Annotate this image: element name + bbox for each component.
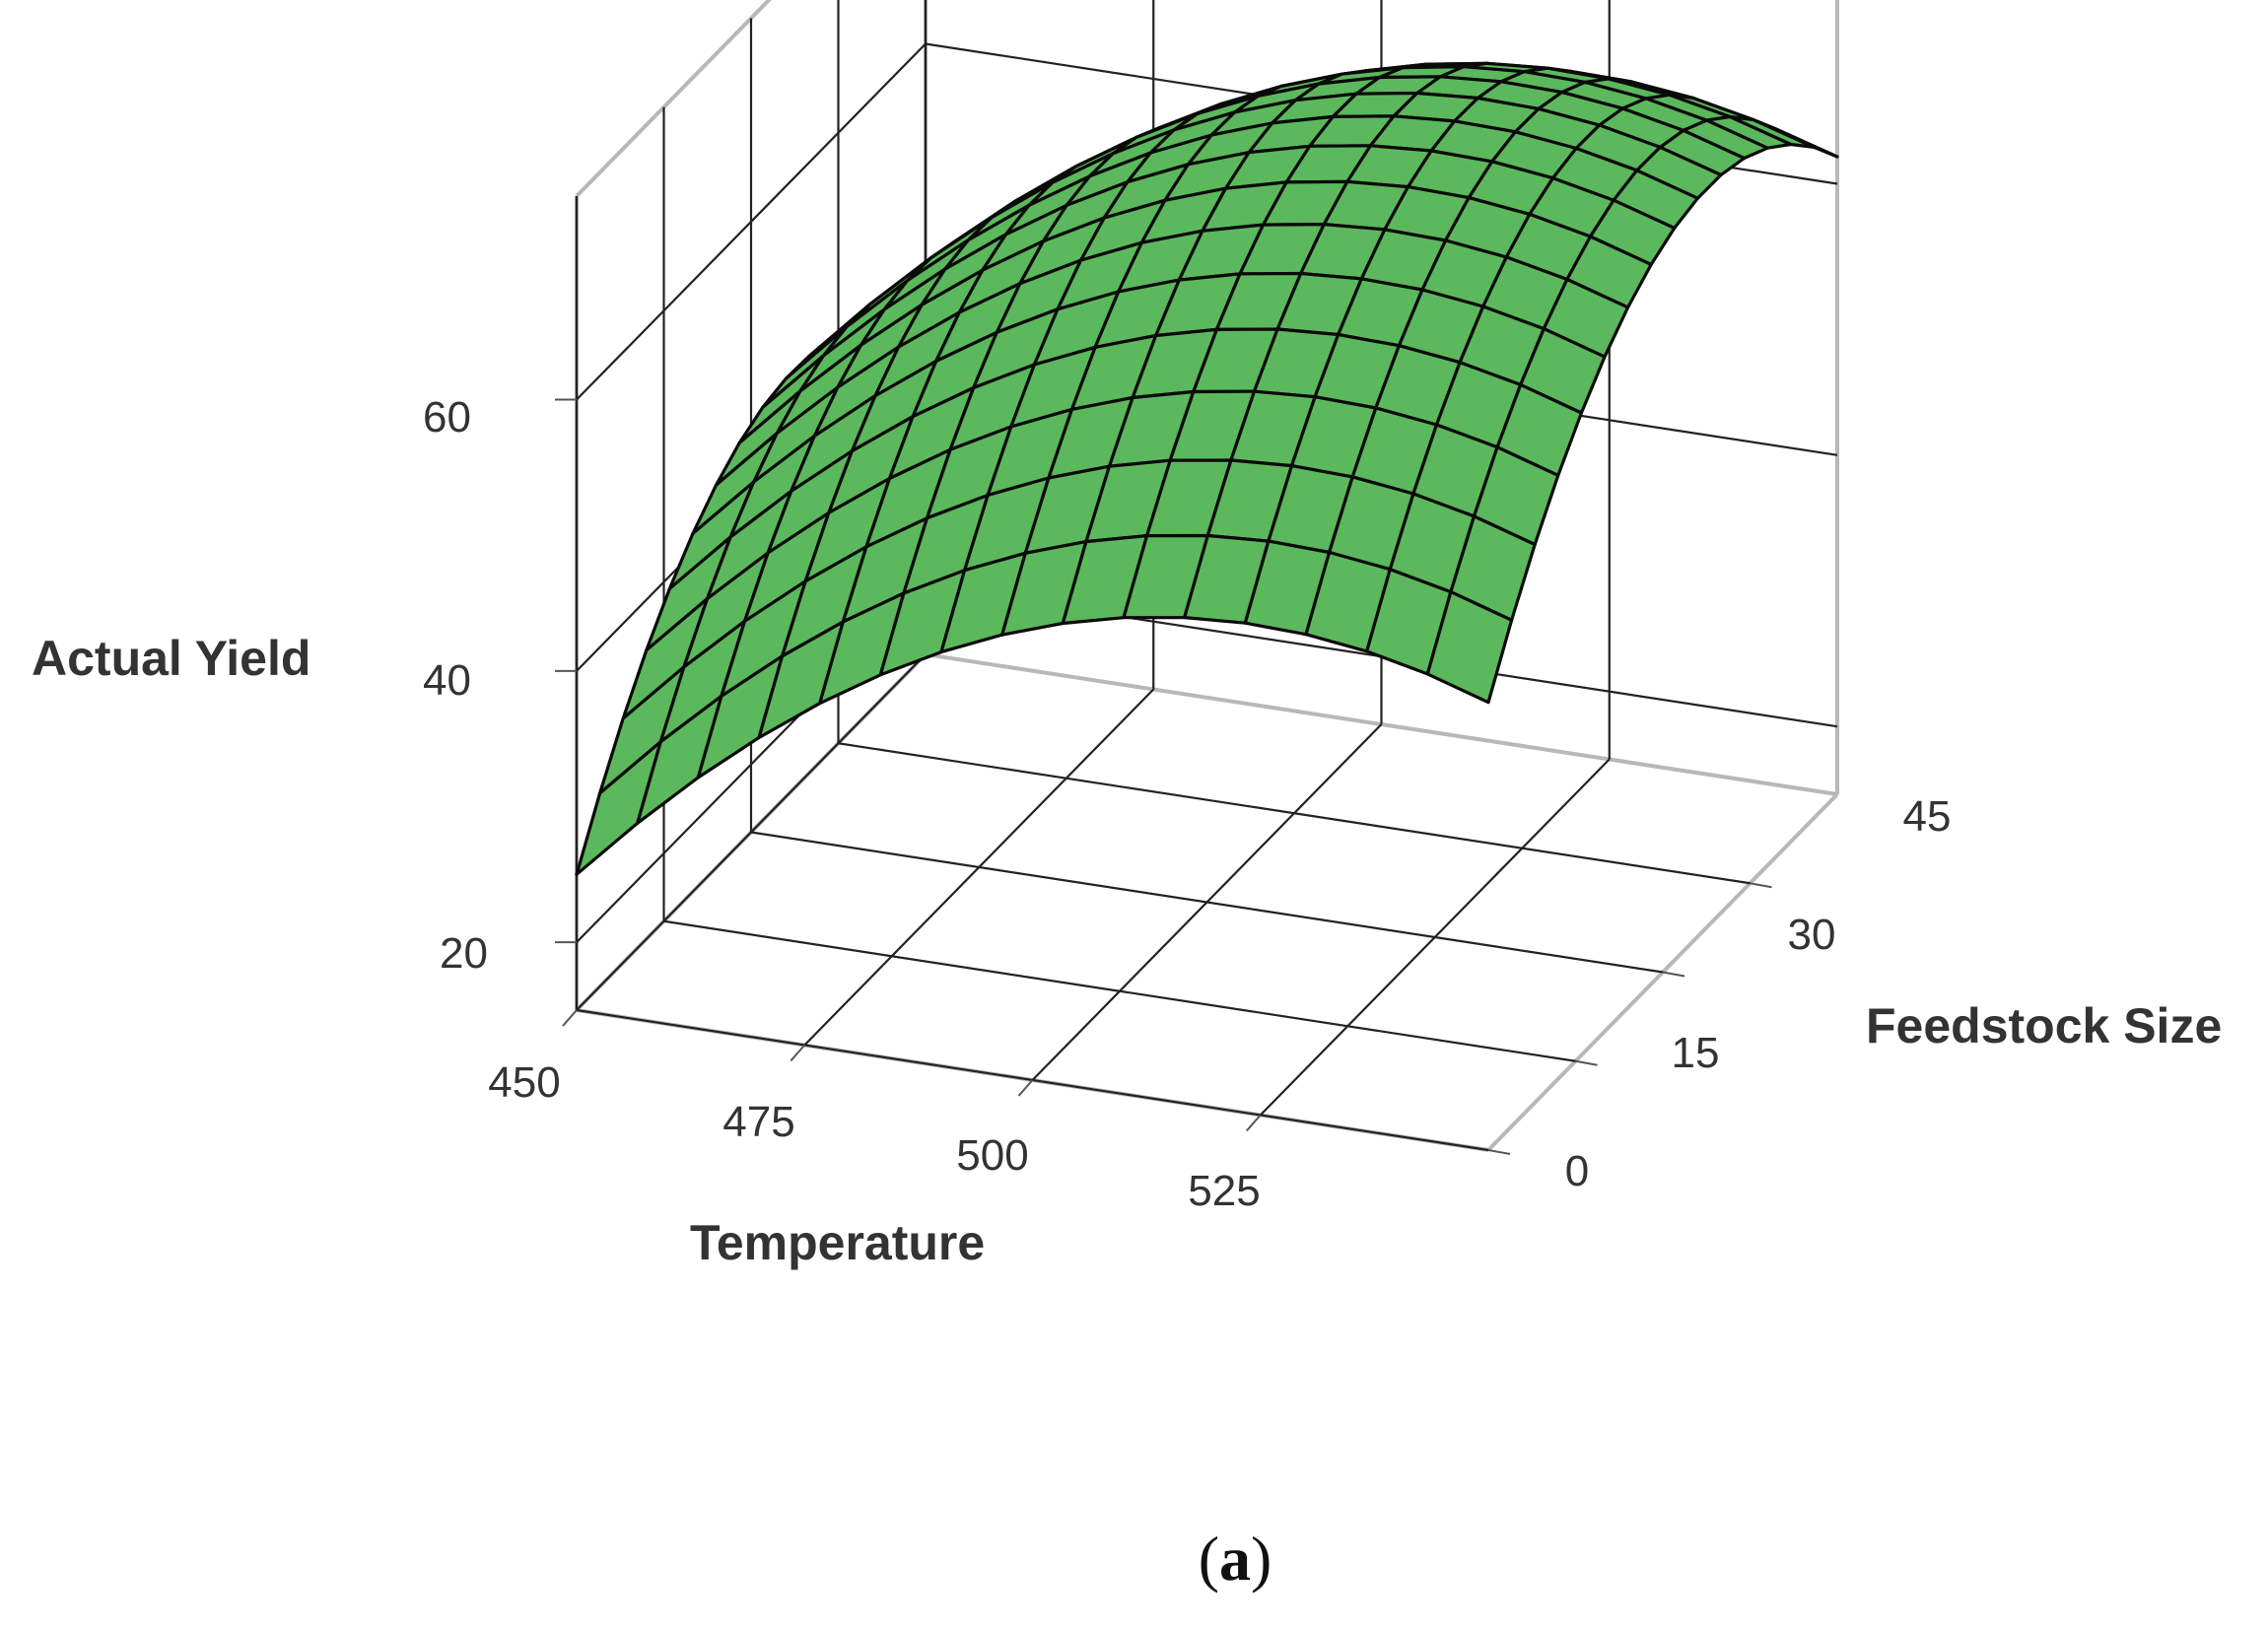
floor-gridline — [750, 831, 1664, 974]
caption-open-paren: ( — [1199, 1524, 1219, 1594]
caption-label: a — [1219, 1524, 1251, 1594]
z-tick-label: 60 — [423, 393, 471, 441]
y-tick-label: 15 — [1672, 1029, 1720, 1077]
x-tick-label: 500 — [956, 1131, 1028, 1180]
x-tick-mark — [1245, 1114, 1262, 1132]
response-surface — [575, 61, 1839, 876]
floor-gridline — [838, 742, 1751, 885]
x-tick-mark — [790, 1044, 806, 1062]
z-tick-label: 40 — [423, 656, 471, 705]
x-tick-mark — [1017, 1079, 1034, 1097]
y-tick-mark — [1487, 1149, 1511, 1155]
y-tick-mark — [1575, 1059, 1598, 1066]
x-axis-title: Temperature — [690, 1215, 985, 1270]
caption-close-paren: ) — [1251, 1524, 1271, 1594]
y-tick-label: 45 — [1903, 792, 1952, 841]
z-tick-label: 20 — [440, 929, 488, 978]
z-axis-title: Actual Yield — [32, 631, 310, 686]
y-tick-mark — [1750, 882, 1772, 889]
y-tick-label: 0 — [1565, 1147, 1589, 1195]
x-tick-label: 525 — [1188, 1167, 1260, 1215]
left-wall-gridline — [576, 42, 927, 401]
figure-caption: (a) — [1199, 1524, 1272, 1594]
y-axis-title: Feedstock Size — [1866, 998, 2222, 1053]
x-tick-label: 450 — [488, 1058, 560, 1107]
x-tick-label: 475 — [722, 1098, 794, 1146]
y-tick-label: 30 — [1788, 911, 1836, 959]
y-tick-mark — [1662, 971, 1685, 978]
floor-gridline — [663, 919, 1576, 1062]
surface-patch — [1425, 589, 1514, 705]
x-tick-mark — [562, 1009, 578, 1027]
